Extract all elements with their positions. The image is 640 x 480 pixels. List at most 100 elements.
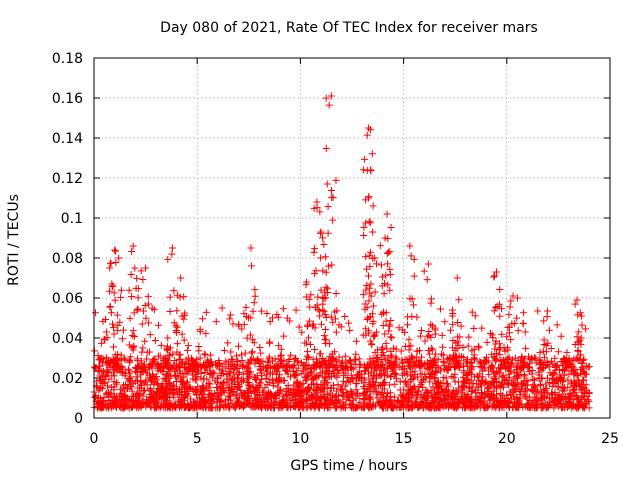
data-point xyxy=(164,346,172,354)
data-point xyxy=(574,347,582,355)
data-point xyxy=(352,337,360,345)
data-point xyxy=(573,333,581,341)
data-point xyxy=(319,300,327,308)
data-point xyxy=(109,320,117,328)
data-point xyxy=(173,340,181,348)
data-point xyxy=(201,364,209,372)
data-point xyxy=(478,389,486,397)
data-point xyxy=(473,402,481,410)
data-point xyxy=(310,248,318,256)
data-point xyxy=(103,368,111,376)
data-point xyxy=(290,390,298,398)
data-point xyxy=(164,255,172,263)
data-point xyxy=(578,312,586,320)
data-point xyxy=(467,364,475,372)
data-point xyxy=(119,326,127,334)
data-point xyxy=(576,356,584,364)
data-point xyxy=(121,372,129,380)
data-point xyxy=(361,367,369,375)
data-point xyxy=(213,374,221,382)
data-point xyxy=(426,350,434,358)
data-point xyxy=(285,356,293,364)
data-point xyxy=(151,336,159,344)
data-point xyxy=(329,216,337,224)
data-point xyxy=(231,378,239,386)
data-point xyxy=(427,371,435,379)
data-point xyxy=(429,346,437,354)
data-point xyxy=(138,320,146,328)
data-point xyxy=(303,355,311,363)
data-point xyxy=(289,364,297,372)
y-tick-label: 0 xyxy=(74,411,83,427)
data-point xyxy=(262,374,270,382)
data-point xyxy=(322,325,330,333)
data-point xyxy=(418,370,426,378)
data-point xyxy=(453,389,461,397)
data-point xyxy=(162,355,170,363)
data-point xyxy=(364,272,372,280)
data-point xyxy=(344,374,352,381)
data-point xyxy=(294,358,302,366)
data-point xyxy=(384,248,392,256)
data-point xyxy=(330,384,338,392)
data-point xyxy=(124,365,132,373)
data-point xyxy=(146,394,154,402)
data-point xyxy=(521,392,529,400)
data-point xyxy=(225,392,233,400)
data-point xyxy=(429,360,437,368)
data-point xyxy=(383,371,391,379)
data-point xyxy=(512,385,520,393)
data-point xyxy=(144,400,152,408)
data-point xyxy=(316,208,324,216)
data-point xyxy=(220,360,228,368)
data-point xyxy=(275,377,283,385)
data-point xyxy=(504,380,512,388)
data-point xyxy=(117,404,125,412)
data-point xyxy=(248,348,256,356)
data-point xyxy=(222,403,230,411)
data-point xyxy=(167,363,175,371)
y-tick-label: 0.18 xyxy=(52,51,83,67)
data-point xyxy=(332,403,340,411)
data-point xyxy=(366,394,374,402)
data-point xyxy=(248,349,256,357)
data-point xyxy=(109,324,117,332)
data-point xyxy=(123,395,131,403)
data-point xyxy=(365,404,373,412)
data-point xyxy=(553,362,561,370)
data-point xyxy=(312,387,320,395)
data-point xyxy=(225,362,233,370)
data-point xyxy=(162,375,170,383)
data-point xyxy=(104,382,112,390)
data-point xyxy=(183,378,191,386)
data-point xyxy=(173,307,181,315)
data-point xyxy=(147,376,155,384)
data-point xyxy=(573,395,581,403)
data-point xyxy=(580,403,588,411)
data-point xyxy=(319,307,327,315)
data-point xyxy=(273,363,281,371)
data-point xyxy=(100,367,108,375)
data-point xyxy=(417,377,425,385)
data-point xyxy=(171,388,179,396)
data-point xyxy=(335,391,343,399)
data-point xyxy=(392,353,400,361)
data-point xyxy=(363,282,371,290)
data-point xyxy=(246,368,254,376)
data-point xyxy=(525,353,533,361)
data-point xyxy=(131,392,139,400)
data-point xyxy=(521,328,529,336)
data-point xyxy=(199,315,207,323)
data-point xyxy=(191,387,199,395)
data-point xyxy=(154,398,162,406)
data-point xyxy=(345,319,353,327)
data-point xyxy=(180,293,188,301)
data-point xyxy=(371,254,379,262)
data-point xyxy=(439,357,447,365)
data-point xyxy=(379,344,387,352)
data-point xyxy=(137,267,145,275)
data-point xyxy=(224,339,232,347)
data-point xyxy=(392,355,400,363)
data-point xyxy=(205,363,213,371)
data-point xyxy=(196,325,204,333)
